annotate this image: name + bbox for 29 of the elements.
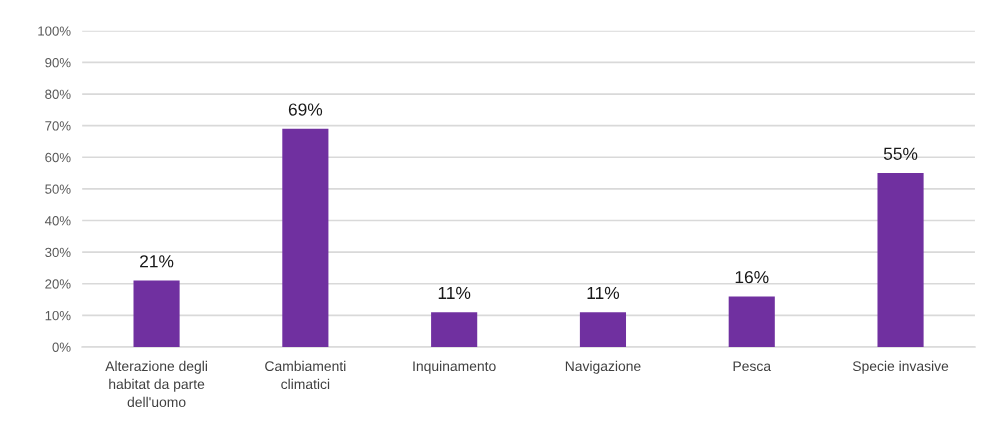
y-tick-label: 70%	[45, 121, 71, 131]
y-tick-label: 40%	[44, 216, 71, 226]
x-tick-label: Cambiamenti climatici	[265, 360, 346, 390]
bar	[282, 128, 329, 347]
y-tick-label: 100%	[38, 26, 71, 36]
data-label: 16%	[735, 270, 769, 284]
x-tick-label: Inquinamento	[413, 360, 496, 374]
data-label: 55%	[883, 147, 918, 160]
y-tick-label: 80%	[45, 89, 71, 99]
bar	[133, 280, 180, 347]
x-tick-label: Specie invasive	[852, 360, 949, 374]
bar	[579, 312, 627, 347]
y-tick-label: 20%	[45, 279, 71, 289]
bar	[728, 296, 775, 347]
y-tick-label: 0%	[52, 342, 71, 352]
bar	[877, 173, 924, 347]
y-tick-label: 90%	[45, 58, 71, 68]
data-label: 11%	[438, 286, 471, 299]
y-tick-label: 60%	[45, 152, 71, 163]
data-label: 69%	[288, 103, 323, 116]
x-tick-label: Navigazione	[565, 360, 641, 374]
x-tick-label: Pesca	[733, 361, 772, 372]
data-label: 11%	[587, 286, 620, 299]
y-tick-label: 10%	[45, 310, 71, 321]
bar	[431, 312, 478, 347]
x-tick-label: Alterazione degli habitat da parte dell'uomo	[105, 360, 207, 408]
y-tick-label: 30%	[45, 247, 71, 258]
y-tick-label: 50%	[45, 184, 71, 194]
data-label: 21%	[140, 255, 174, 268]
